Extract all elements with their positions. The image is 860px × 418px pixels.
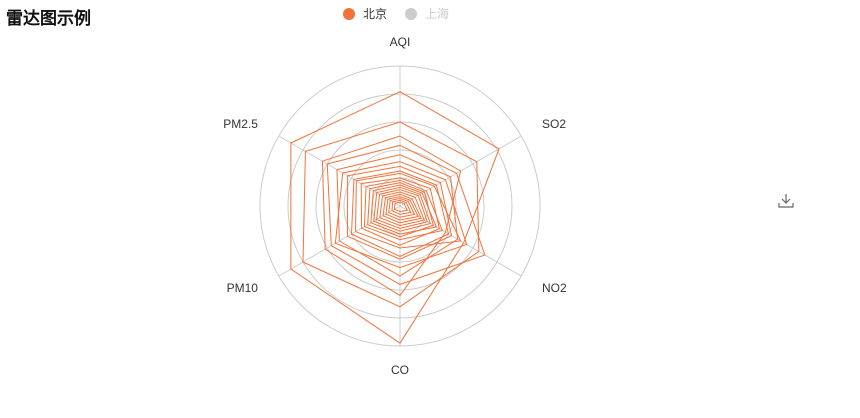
series-polygon[interactable]: [321, 135, 462, 297]
series-polygon[interactable]: [290, 91, 500, 344]
legend-item-shanghai[interactable]: 上海: [405, 5, 449, 22]
series-polygon[interactable]: [363, 179, 444, 241]
axis-label-no2: NO2: [542, 281, 567, 295]
series-polygon[interactable]: [346, 165, 453, 260]
series-polygon[interactable]: [388, 198, 416, 218]
legend: 北京 上海: [343, 5, 449, 22]
axis-label-pm10: PM10: [227, 281, 259, 295]
series-polygon[interactable]: [385, 196, 419, 221]
series-polygon[interactable]: [326, 144, 486, 285]
series-polygon[interactable]: [355, 172, 462, 249]
download-icon[interactable]: [777, 192, 795, 210]
legend-marker-beijing: [343, 7, 355, 20]
axis-label-aqi: AQI: [390, 35, 411, 49]
series-polygon[interactable]: [367, 182, 434, 238]
series-polygon[interactable]: [376, 189, 428, 229]
legend-label-shanghai: 上海: [425, 7, 450, 21]
legend-label-beijing: 北京: [363, 7, 388, 21]
legend-item-beijing[interactable]: 北京: [343, 5, 387, 22]
series-polygon[interactable]: [302, 121, 480, 308]
series-polygon[interactable]: [382, 193, 422, 224]
chart-title: 雷达图示例: [6, 9, 91, 29]
series-polygon[interactable]: [334, 161, 468, 269]
series-polygon[interactable]: [379, 191, 425, 227]
axis-label-pm25: PM2.5: [223, 117, 258, 131]
series-polygon[interactable]: [350, 170, 450, 257]
series-polygon[interactable]: [391, 199, 412, 215]
series-polygon[interactable]: [370, 184, 438, 235]
series-polygon[interactable]: [373, 186, 431, 232]
axis-spoke: [278, 135, 401, 207]
series-polygon[interactable]: [360, 177, 440, 246]
series-polygon[interactable]: [393, 201, 409, 213]
axis-label-co: CO: [391, 363, 409, 377]
legend-marker-shanghai: [405, 7, 418, 20]
series-polygon[interactable]: [336, 154, 459, 277]
axis-label-so2: SO2: [542, 117, 566, 131]
